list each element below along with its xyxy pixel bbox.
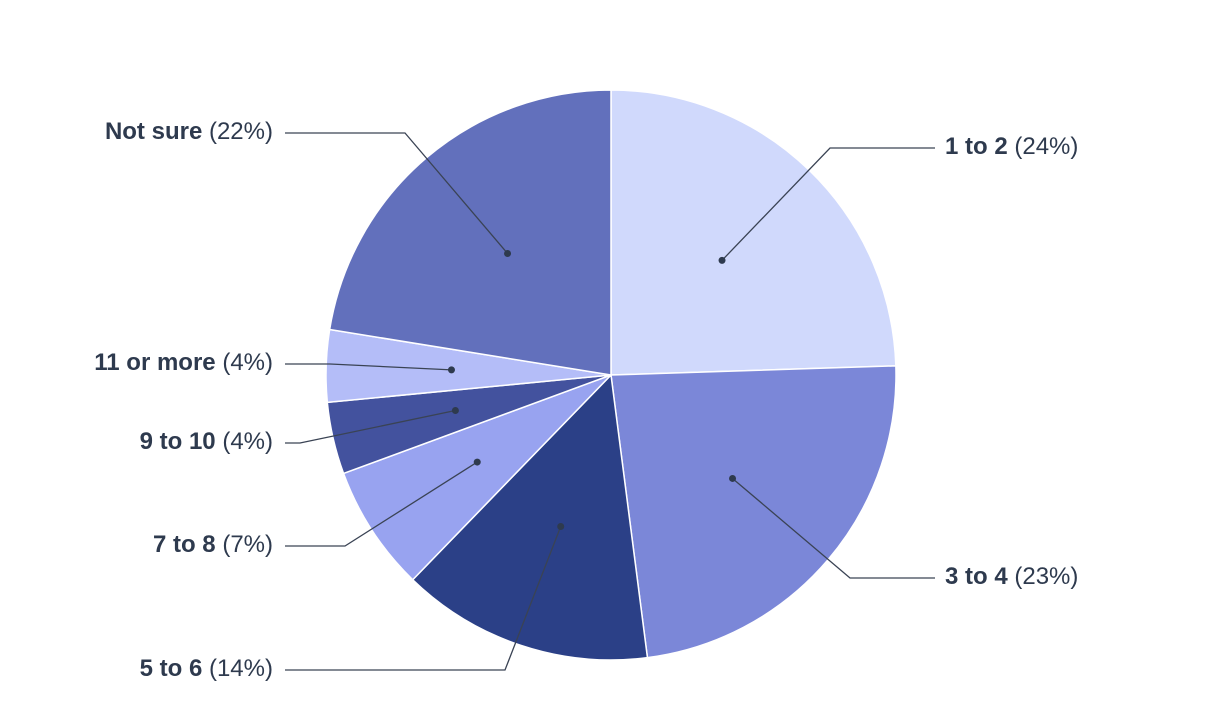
value-label: (4%) (222, 428, 273, 455)
pie-slice (411, 373, 649, 661)
leader-dot (504, 249, 512, 257)
leader-dot (473, 458, 481, 466)
leader-dot (451, 407, 459, 415)
category-name: 7 to 8 (153, 531, 216, 558)
value-label: (22%) (209, 118, 273, 145)
leader-dot (718, 256, 726, 264)
slice-label: 11 or more (4%) (94, 349, 273, 376)
category-name: 3 to 4 (945, 563, 1008, 590)
category-name: 9 to 10 (140, 428, 216, 455)
slice-label: 1 to 2 (24%) (945, 133, 1078, 160)
leader-dot (447, 366, 455, 374)
leader-line (721, 147, 935, 261)
slice-label: 5 to 6 (14%) (140, 655, 273, 682)
leader-line (285, 363, 452, 371)
slice-label: Not sure (22%) (105, 118, 273, 145)
category-name: Not sure (105, 118, 202, 145)
category-name: 5 to 6 (140, 655, 203, 682)
leader-dot (729, 474, 737, 482)
leader-dot (557, 522, 565, 530)
category-name: 11 or more (94, 349, 215, 376)
value-label: (7%) (222, 531, 273, 558)
leader-line (285, 132, 509, 254)
pie-slice (610, 365, 897, 659)
pie-slice (342, 374, 612, 581)
leader-line (285, 409, 456, 444)
leader-line (732, 477, 935, 579)
slice-label: 7 to 8 (7%) (153, 531, 273, 558)
slice-label: 3 to 4 (23%) (945, 563, 1078, 590)
leader-line (285, 461, 478, 547)
value-label: (24%) (1014, 133, 1078, 160)
category-name: 1 to 2 (945, 133, 1008, 160)
pie-slice (610, 89, 897, 376)
value-label: (4%) (222, 349, 273, 376)
leader-line (285, 526, 562, 671)
slice-label: 9 to 10 (4%) (140, 428, 273, 455)
value-label: (23%) (1014, 563, 1078, 590)
value-label: (14%) (209, 655, 273, 682)
